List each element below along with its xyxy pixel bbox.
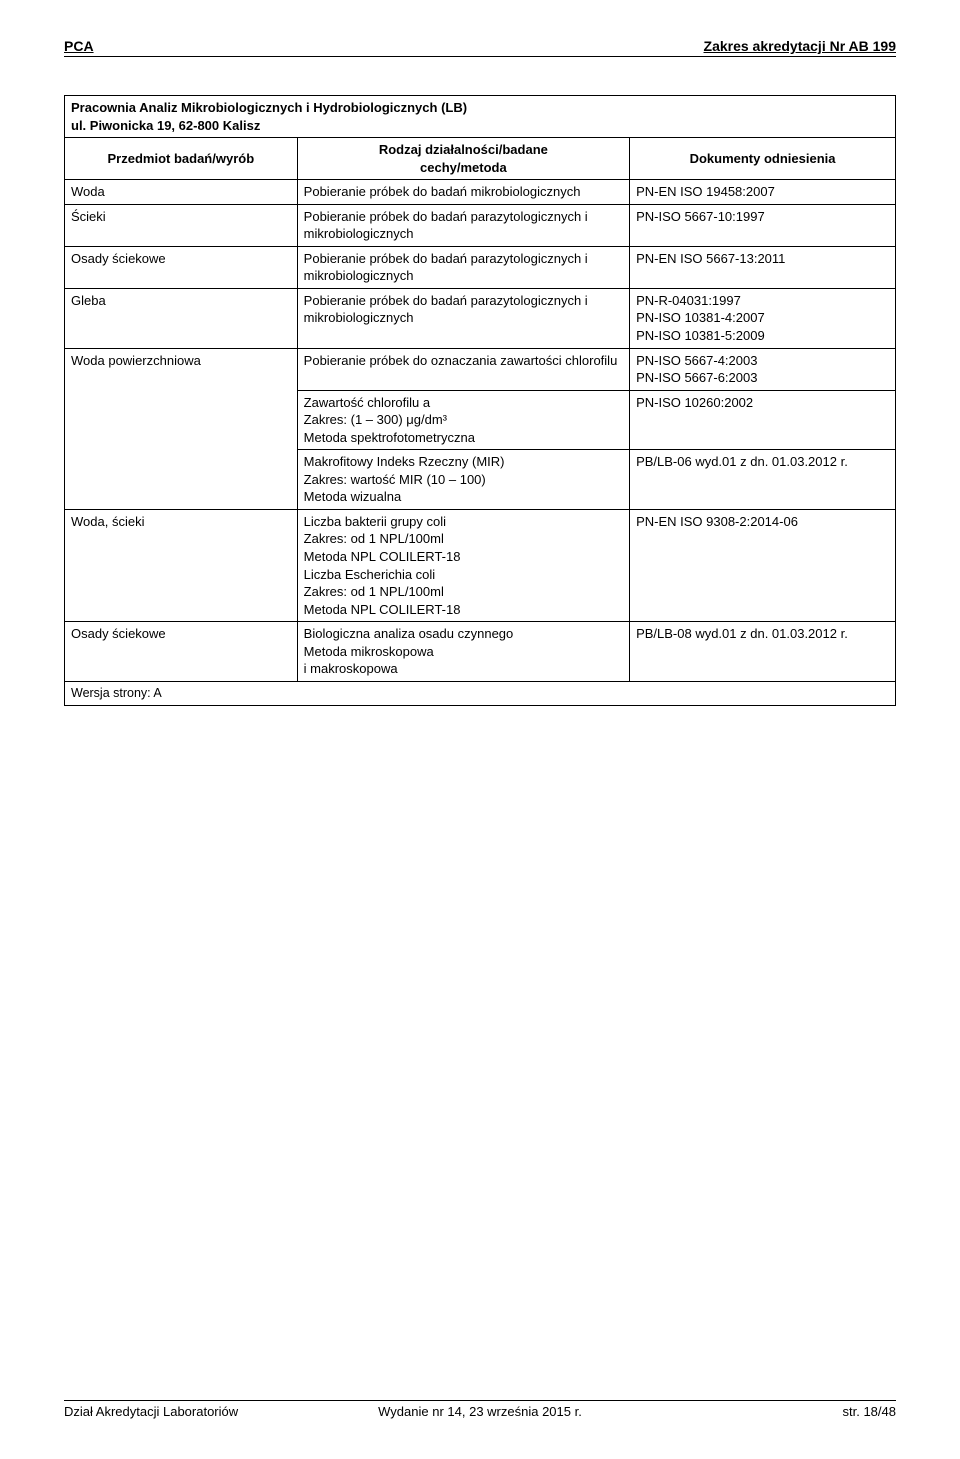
table-row: Ścieki Pobieranie próbek do badań parazy… (65, 204, 896, 246)
cell-doc: PN-EN ISO 5667-13:2011 (630, 246, 896, 288)
table-row: Osady ściekowe Biologiczna analiza osadu… (65, 622, 896, 682)
cell-method: Zawartość chlorofilu a Zakres: (1 – 300)… (297, 390, 629, 450)
cell-doc: PN-ISO 10260:2002 (630, 390, 896, 450)
col-header-3: Dokumenty odniesienia (630, 138, 896, 180)
header-divider (64, 56, 896, 57)
cell-method: Liczba bakterii grupy coli Zakres: od 1 … (297, 509, 629, 621)
cell-doc: PN-R-04031:1997 PN-ISO 10381-4:2007 PN-I… (630, 288, 896, 348)
cell-subject: Gleba (65, 288, 298, 348)
cell-doc: PB/LB-06 wyd.01 z dn. 01.03.2012 r. (630, 450, 896, 510)
cell-method: Makrofitowy Indeks Rzeczny (MIR) Zakres:… (297, 450, 629, 510)
page-footer: Dział Akredytacji Laboratoriów Wydanie n… (64, 1400, 896, 1419)
cell-subject: Osady ściekowe (65, 622, 298, 682)
col-header-2: Rodzaj działalności/badane cechy/metoda (297, 138, 629, 180)
table-row: Woda powierzchniowa Pobieranie próbek do… (65, 348, 896, 390)
title-line2: ul. Piwonicka 19, 62-800 Kalisz (71, 118, 260, 133)
cell-method: Pobieranie próbek do badań parazytologic… (297, 204, 629, 246)
table-row: Woda, ścieki Liczba bakterii grupy coli … (65, 509, 896, 621)
table-row: Osady ściekowe Pobieranie próbek do bada… (65, 246, 896, 288)
cell-method: Pobieranie próbek do badań mikrobiologic… (297, 180, 629, 205)
table-row: Gleba Pobieranie próbek do badań parazyt… (65, 288, 896, 348)
version-cell: Wersja strony: A (65, 681, 896, 705)
cell-subject: Woda (65, 180, 298, 205)
cell-subject: Ścieki (65, 204, 298, 246)
table-title: Pracownia Analiz Mikrobiologicznych i Hy… (65, 96, 896, 138)
footer-divider (64, 1400, 896, 1401)
cell-subject: Woda, ścieki (65, 509, 298, 621)
cell-doc: PN-EN ISO 19458:2007 (630, 180, 896, 205)
cell-doc: PN-ISO 5667-4:2003 PN-ISO 5667-6:2003 (630, 348, 896, 390)
header-right: Zakres akredytacji Nr AB 199 (704, 38, 896, 54)
footer-center: Wydanie nr 14, 23 września 2015 r. (341, 1404, 618, 1419)
footer-right: str. 18/48 (619, 1404, 896, 1419)
title-line1: Pracownia Analiz Mikrobiologicznych i Hy… (71, 100, 467, 115)
footer-left: Dział Akredytacji Laboratoriów (64, 1404, 341, 1419)
cell-method: Pobieranie próbek do badań parazytologic… (297, 246, 629, 288)
col-header-1: Przedmiot badań/wyrób (65, 138, 298, 180)
table-row: Woda Pobieranie próbek do badań mikrobio… (65, 180, 896, 205)
cell-method: Biologiczna analiza osadu czynnego Metod… (297, 622, 629, 682)
page-header: PCA Zakres akredytacji Nr AB 199 (64, 38, 896, 54)
version-row: Wersja strony: A (65, 681, 896, 705)
cell-method: Pobieranie próbek do badań parazytologic… (297, 288, 629, 348)
cell-doc: PN-ISO 5667-10:1997 (630, 204, 896, 246)
cell-subject: Woda powierzchniowa (65, 348, 298, 509)
col-header-2-line1: Rodzaj działalności/badane (379, 142, 548, 157)
cell-doc: PN-EN ISO 9308-2:2014-06 (630, 509, 896, 621)
col-header-2-line2: cechy/metoda (420, 160, 507, 175)
cell-subject: Osady ściekowe (65, 246, 298, 288)
header-left: PCA (64, 38, 94, 54)
cell-method: Pobieranie próbek do oznaczania zawartoś… (297, 348, 629, 390)
accreditation-table: Pracownia Analiz Mikrobiologicznych i Hy… (64, 95, 896, 706)
cell-doc: PB/LB-08 wyd.01 z dn. 01.03.2012 r. (630, 622, 896, 682)
